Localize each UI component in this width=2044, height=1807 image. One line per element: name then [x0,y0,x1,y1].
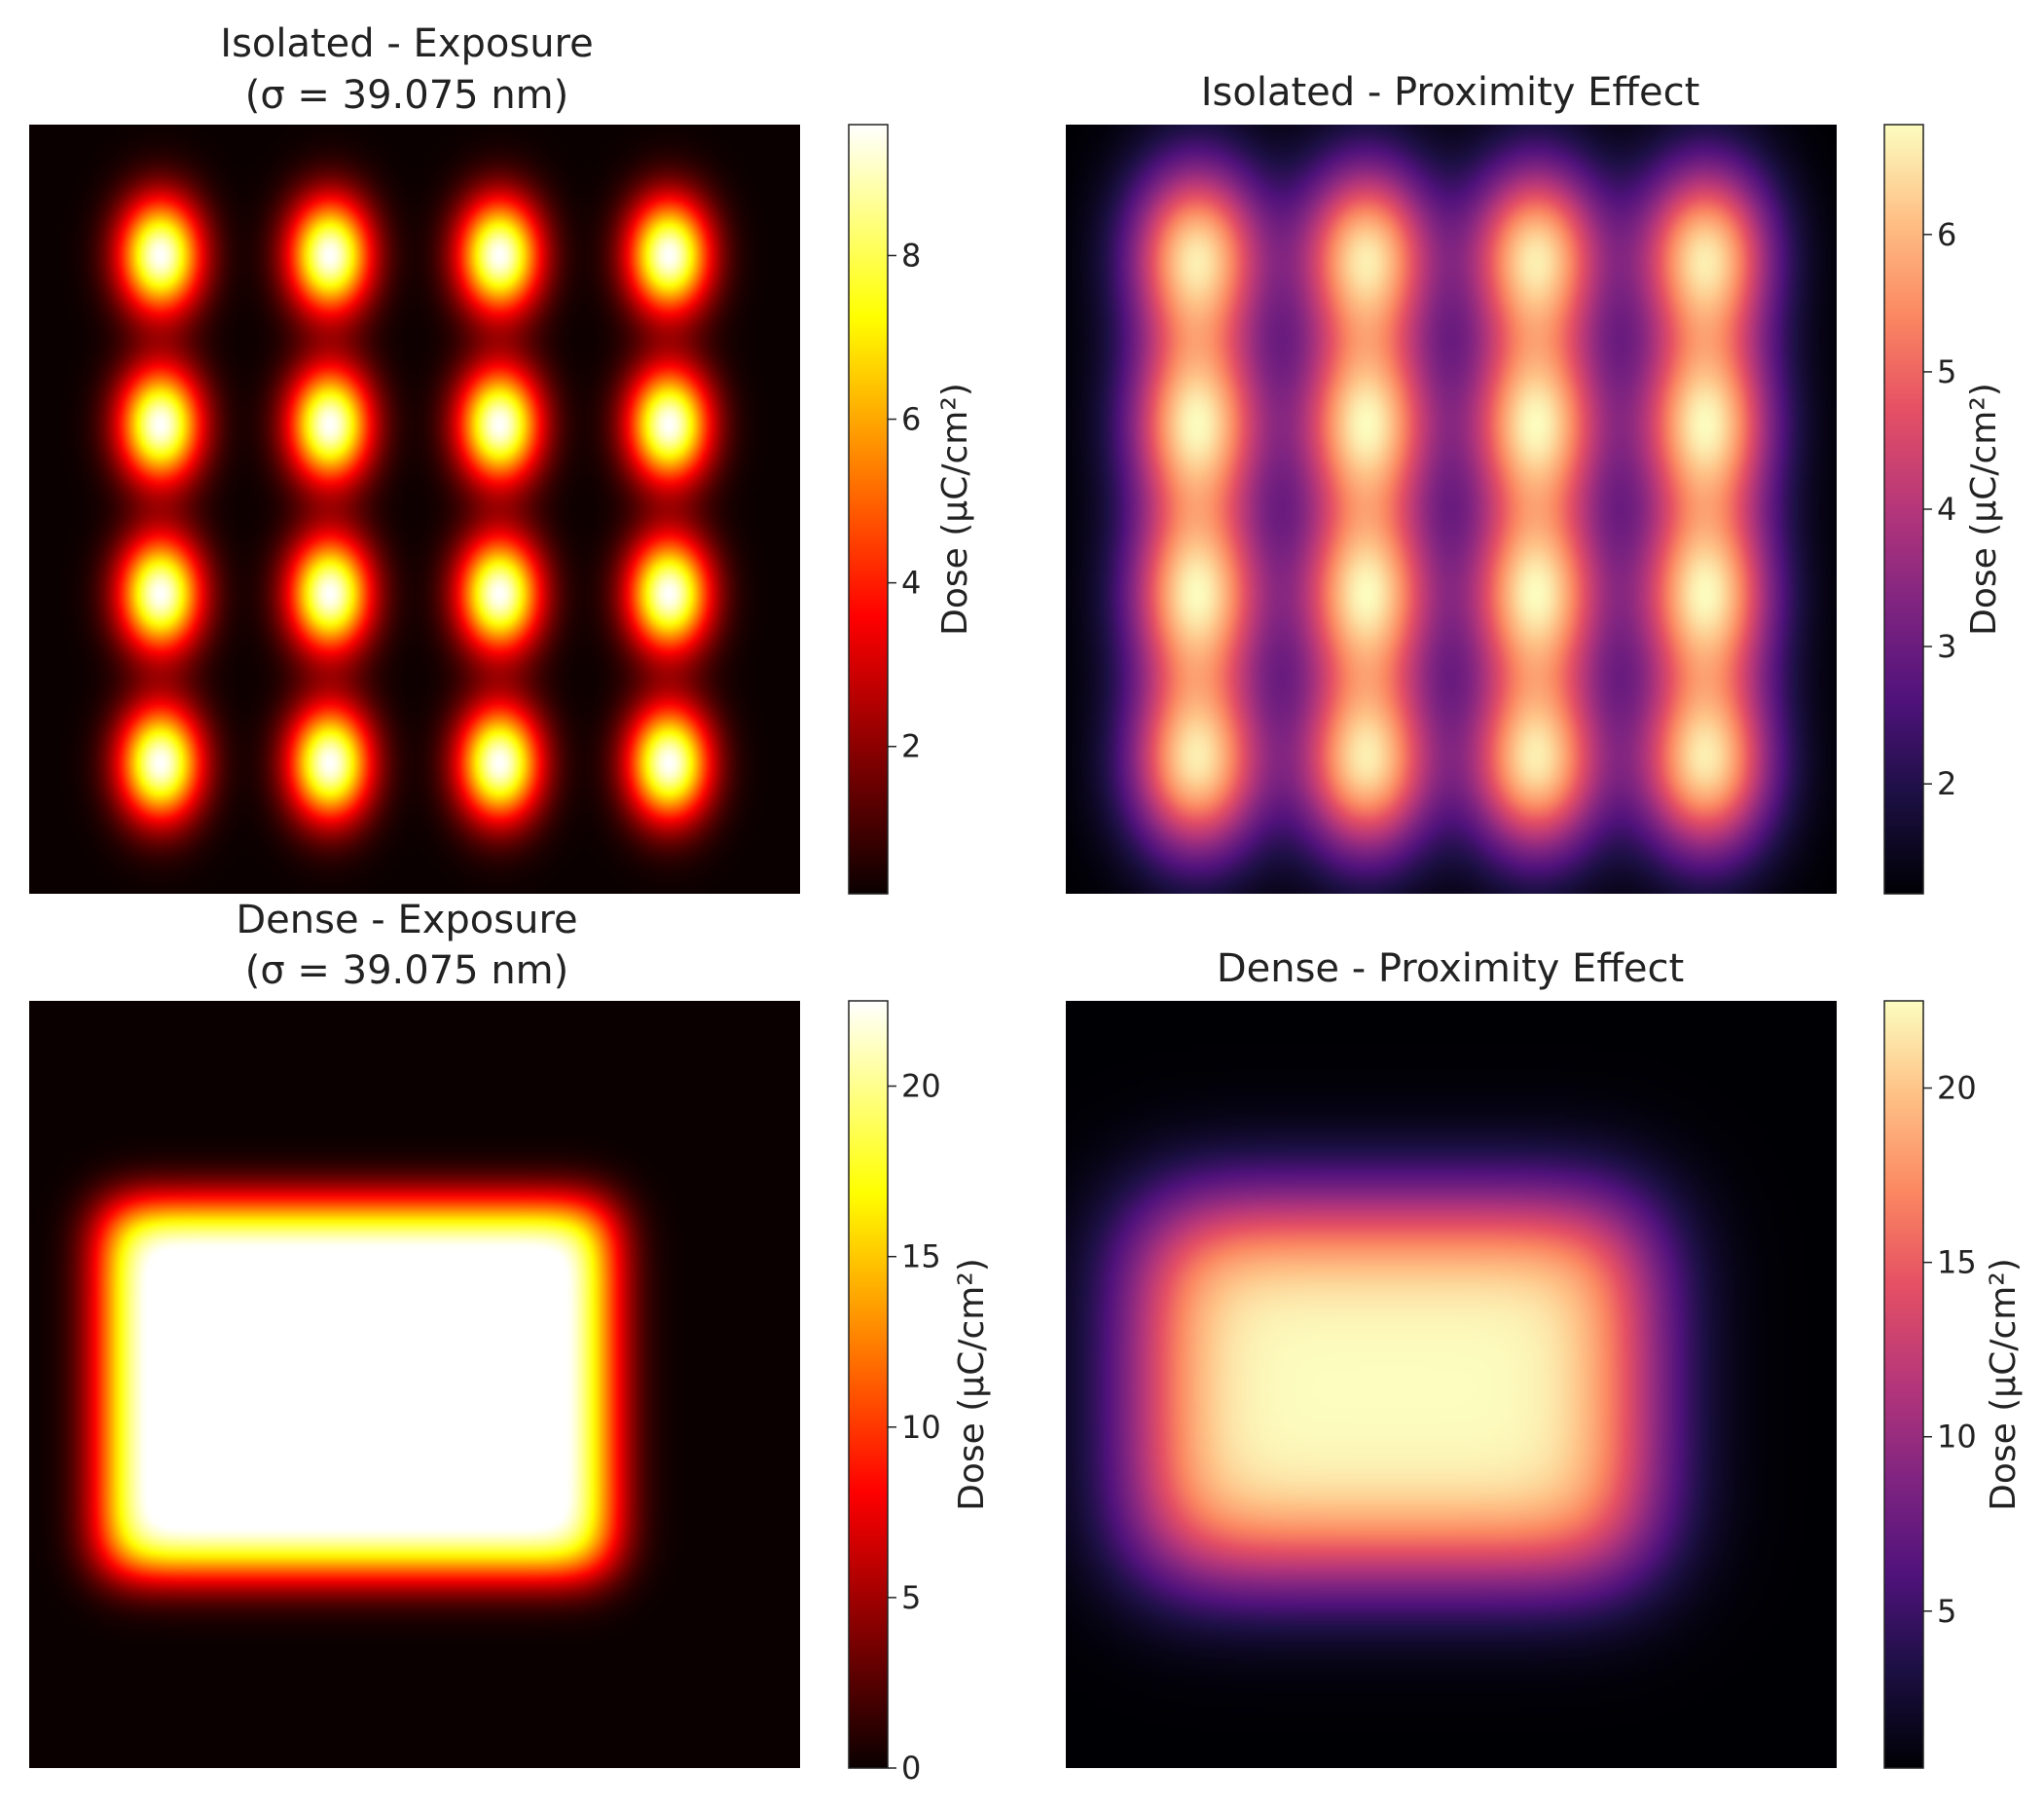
colorbar-tick-label: 8 [901,237,921,274]
panel-title: Dense - Exposure [236,898,577,942]
colorbar-label: Dose (μC/cm²) [935,383,975,636]
colorbar-tick-label: 15 [901,1238,941,1275]
colorbar-label: Dose (μC/cm²) [1984,1258,2024,1511]
panel-title: Isolated - Exposure [220,21,593,66]
colorbar-tick-label: 4 [901,565,921,602]
heatmap-image [29,1001,800,1768]
colorbar-tick-label: 3 [1937,628,1956,665]
colorbar-ramp [848,124,889,895]
colorbar-label: Dose (μC/cm²) [952,1258,992,1511]
heatmap-image [29,125,800,894]
panel-isolated-proximity: Isolated - Proximity Effect 2 3 4 5 6 Dose (… [1066,70,2004,895]
panel-isolated-exposure: Isolated - Exposure (σ = 39.075 nm) 2 4 6 8… [29,21,975,895]
colorbar-ramp [1883,124,1924,895]
colorbar-tick-label: 2 [901,728,921,765]
colorbar-ramp [1883,1000,1924,1769]
colorbar-tick-label: 10 [1937,1419,1977,1456]
panel-dense-proximity: Dense - Proximity Effect 5 10 15 20 Dose (μ… [1066,946,2024,1769]
colorbar-tick-label: 10 [901,1409,941,1446]
panel-title: Dense - Proximity Effect [1217,946,1684,991]
colorbar-tick-label: 5 [1937,353,1956,390]
panel-dense-exposure: Dense - Exposure (σ = 39.075 nm) 0 5 10 15 2… [29,898,992,1787]
heatmap-image [1066,125,1837,894]
colorbar: 0 5 10 15 20 Dose (μC/cm²) [848,1000,992,1787]
colorbar-tick-label: 5 [1937,1593,1956,1630]
colorbar: 5 10 15 20 Dose (μC/cm²) [1883,1000,2024,1769]
colorbar-tick-label: 6 [1937,216,1956,253]
colorbar-tick-label: 0 [901,1750,921,1787]
colorbar-tick-label: 20 [901,1068,941,1105]
colorbar-tick-label: 20 [1937,1070,1977,1107]
colorbar-tick-label: 15 [1937,1244,1977,1281]
colorbar: 2 3 4 5 6 Dose (μC/cm²) [1883,124,2004,895]
colorbar-ramp [848,1000,889,1769]
colorbar-tick-label: 4 [1937,491,1956,528]
colorbar-tick-label: 2 [1937,765,1956,802]
panel-title: Isolated - Proximity Effect [1201,70,1700,115]
heatmap-image [1066,1001,1837,1768]
panel-subtitle: (σ = 39.075 nm) [245,948,569,993]
colorbar-tick-label: 6 [901,401,921,438]
colorbar-label: Dose (μC/cm²) [1964,383,2004,636]
panel-subtitle: (σ = 39.075 nm) [245,73,569,118]
colorbar-tick-label: 5 [901,1579,921,1616]
colorbar: 2 4 6 8 Dose (μC/cm²) [848,124,975,895]
